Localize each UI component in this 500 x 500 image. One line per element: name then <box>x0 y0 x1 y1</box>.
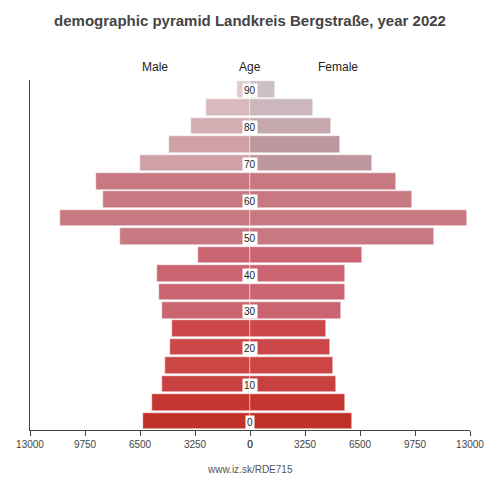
svg-text:90: 90 <box>244 85 256 96</box>
svg-text:60: 60 <box>244 196 256 207</box>
svg-text:80: 80 <box>244 122 256 133</box>
svg-text:9750: 9750 <box>74 439 97 450</box>
svg-text:3250: 3250 <box>184 439 207 450</box>
svg-text:13000: 13000 <box>456 439 484 450</box>
svg-text:10: 10 <box>244 380 256 391</box>
svg-text:9750: 9750 <box>404 439 427 450</box>
svg-text:Female: Female <box>318 60 358 74</box>
svg-text:0: 0 <box>247 439 253 450</box>
svg-text:50: 50 <box>244 233 256 244</box>
svg-text:Male: Male <box>142 60 168 74</box>
svg-text:demographic pyramid Landkreis: demographic pyramid Landkreis Bergstraße… <box>54 12 446 29</box>
svg-text:www.iz.sk/RDE715: www.iz.sk/RDE715 <box>207 464 293 475</box>
svg-text:0: 0 <box>247 439 253 450</box>
svg-text:13000: 13000 <box>16 439 44 450</box>
svg-text:Age: Age <box>239 60 261 74</box>
svg-text:6500: 6500 <box>349 439 372 450</box>
svg-text:6500: 6500 <box>129 439 152 450</box>
svg-text:40: 40 <box>244 270 256 281</box>
svg-text:3250: 3250 <box>294 439 317 450</box>
svg-text:20: 20 <box>244 343 256 354</box>
svg-text:70: 70 <box>244 159 256 170</box>
svg-text:0: 0 <box>247 417 253 428</box>
svg-text:30: 30 <box>244 306 256 317</box>
